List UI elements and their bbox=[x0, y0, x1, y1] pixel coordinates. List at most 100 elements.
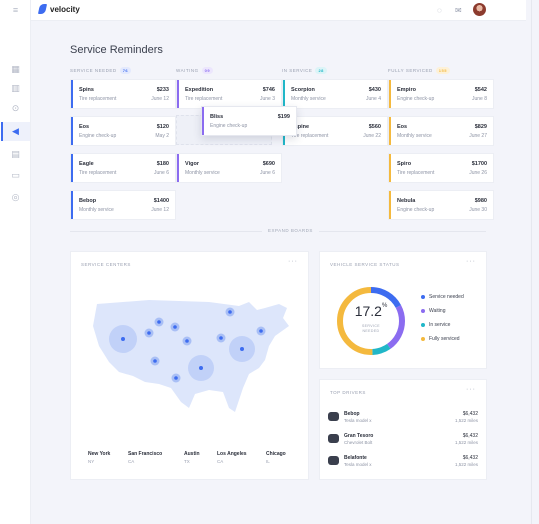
card-name: Scorpion bbox=[291, 87, 315, 93]
menu-icon[interactable]: ≡ bbox=[12, 5, 19, 15]
legend-item: In service bbox=[421, 322, 450, 328]
grid-icon[interactable]: ▦ bbox=[11, 64, 20, 74]
megaphone-icon[interactable]: ◀ bbox=[12, 126, 19, 136]
card-task: Monthly service bbox=[79, 207, 114, 213]
donut-segment[interactable] bbox=[337, 287, 405, 355]
driver-model: Tesla model x bbox=[344, 418, 372, 423]
card-task: Engine check-up bbox=[397, 96, 435, 102]
driver-car-thumbnail bbox=[328, 434, 339, 443]
card-task: Tire replacement bbox=[79, 170, 117, 176]
donut-center-value: 17.2% bbox=[354, 303, 388, 319]
reminder-card[interactable]: Vigor Monthly service $690 June 6 bbox=[176, 153, 282, 183]
card-price: $560 bbox=[368, 124, 381, 130]
city-item[interactable]: San Francisco CA bbox=[128, 451, 162, 464]
legend-swatch bbox=[421, 337, 425, 341]
donut-segment[interactable] bbox=[337, 287, 405, 355]
card-task: Engine check-up bbox=[79, 133, 117, 139]
driver-row[interactable]: Gran Tesoro Chevrolet Bolt $6,432 1,522 mil… bbox=[328, 431, 478, 451]
legend-item: Fully serviced bbox=[421, 336, 460, 342]
reminder-card[interactable]: Scorpion Monthly service $430 June 4 bbox=[282, 79, 388, 109]
reminder-card[interactable]: Bebop Monthly service $1400 June 12 bbox=[70, 190, 176, 220]
driver-row[interactable]: Bebop Tesla model x $6,432 1,522 miles bbox=[328, 409, 478, 429]
bell-icon[interactable]: ◌ bbox=[437, 6, 442, 15]
driver-row[interactable]: Belafonte Tesla model x $6,432 1,522 miles bbox=[328, 453, 478, 473]
mail-icon[interactable]: ✉ bbox=[455, 6, 462, 15]
card-price: $690 bbox=[262, 161, 275, 167]
service-center-dot bbox=[185, 339, 189, 343]
legend-swatch bbox=[421, 323, 425, 327]
card-task: Monthly service bbox=[185, 170, 220, 176]
card-date: June 8 bbox=[471, 96, 487, 102]
driver-model: Tesla model x bbox=[344, 462, 372, 467]
user-avatar[interactable] bbox=[473, 3, 486, 16]
more-options-icon[interactable]: ··· bbox=[466, 386, 476, 393]
legend-label: Fully serviced bbox=[429, 336, 460, 342]
card-date: June 6 bbox=[153, 170, 169, 176]
city-state: CA bbox=[128, 459, 135, 464]
chart-icon[interactable]: ▥ bbox=[11, 83, 20, 93]
card-date: June 4 bbox=[365, 96, 381, 102]
card-name: Eos bbox=[79, 124, 90, 130]
expand-boards-button[interactable]: EXPAND BOARDS bbox=[262, 228, 319, 233]
more-options-icon[interactable]: ··· bbox=[288, 258, 298, 265]
reminder-card[interactable]: Spins Tire replacement $233 June 12 bbox=[70, 79, 176, 109]
top-drivers-panel: TOP DRIVERS ··· bbox=[319, 379, 487, 480]
service-center-marker[interactable] bbox=[121, 337, 125, 341]
service-center-marker[interactable] bbox=[240, 347, 244, 351]
dragging-card[interactable]: Bliss Engine check-up $199 bbox=[201, 106, 297, 136]
reminder-card[interactable]: Espine Tire replacement $560 June 22 bbox=[282, 116, 388, 146]
card-icon[interactable]: ▭ bbox=[11, 170, 20, 180]
car-icon[interactable]: ⊙ bbox=[11, 103, 20, 113]
city-item[interactable]: New York NY bbox=[88, 451, 110, 464]
service-center-dot bbox=[174, 376, 178, 380]
legend-swatch bbox=[421, 295, 425, 299]
reminder-card[interactable]: Spiro Tire replacement $1700 June 26 bbox=[388, 153, 494, 183]
reminder-card[interactable]: Expedition Tire replacement $746 June 3 bbox=[176, 79, 282, 109]
help-icon[interactable]: ◎ bbox=[11, 192, 20, 202]
city-state: NY bbox=[88, 459, 95, 464]
legend-swatch bbox=[421, 309, 425, 313]
card-date: June 3 bbox=[259, 96, 275, 102]
card-date: May 2 bbox=[155, 133, 169, 139]
city-item[interactable]: Chicago IL bbox=[266, 451, 286, 464]
city-name: Chicago bbox=[266, 451, 286, 457]
card-date: June 12 bbox=[151, 96, 169, 102]
legend-label: Service needed bbox=[429, 294, 464, 300]
reminder-card[interactable]: Nebula Engine check-up $980 June 30 bbox=[388, 190, 494, 220]
card-task: Engine check-up bbox=[397, 207, 435, 213]
card-task: Engine check-up bbox=[210, 123, 248, 129]
card-name: Empiro bbox=[397, 87, 416, 93]
panel-title: TOP DRIVERS bbox=[330, 390, 366, 395]
reminder-card[interactable]: Empiro Engine check-up $542 June 8 bbox=[388, 79, 494, 109]
city-name: Austin bbox=[184, 451, 200, 457]
card-date: June 22 bbox=[363, 133, 381, 139]
driver-name: Gran Tesoro bbox=[344, 433, 374, 439]
legend-item: Waiting bbox=[421, 308, 446, 314]
driver-car-thumbnail bbox=[328, 412, 339, 421]
column-count-badge: 76 bbox=[119, 67, 132, 74]
reminder-card[interactable]: Eos Monthly service $829 June 27 bbox=[388, 116, 494, 146]
city-item[interactable]: Austin TX bbox=[184, 451, 200, 464]
app-logo[interactable]: velocity bbox=[37, 4, 80, 14]
card-date: June 6 bbox=[259, 170, 275, 176]
service-center-dot bbox=[157, 320, 161, 324]
column-header: WAITING 09 bbox=[176, 67, 214, 74]
reminder-card[interactable]: Eos Engine check-up $120 May 2 bbox=[70, 116, 176, 146]
city-state: CA bbox=[217, 459, 224, 464]
service-center-dot bbox=[259, 329, 263, 333]
more-options-icon[interactable]: ··· bbox=[466, 258, 476, 265]
card-price: $1700 bbox=[471, 161, 487, 167]
column-header: IN SERVICE 28 bbox=[282, 67, 327, 74]
card-task: Tire replacement bbox=[397, 170, 435, 176]
reminder-card[interactable]: Eagle Tire replacement $180 June 6 bbox=[70, 153, 176, 183]
service-centers-panel: SERVICE CENTERS ··· New York NY San Franci… bbox=[70, 251, 309, 480]
driver-value: $6,432 bbox=[462, 411, 478, 417]
driver-car-thumbnail bbox=[328, 456, 339, 465]
card-name: Expedition bbox=[185, 87, 214, 93]
sidebar: ≡ ▦ ▥ ⊙ ◀ ▤ ▭ ◎ bbox=[0, 0, 31, 524]
card-price: $233 bbox=[156, 87, 169, 93]
calendar-icon[interactable]: ▤ bbox=[11, 149, 20, 159]
service-center-marker[interactable] bbox=[199, 366, 203, 370]
city-item[interactable]: Los Angeles CA bbox=[217, 451, 247, 464]
panel-title: SERVICE CENTERS bbox=[81, 262, 131, 267]
